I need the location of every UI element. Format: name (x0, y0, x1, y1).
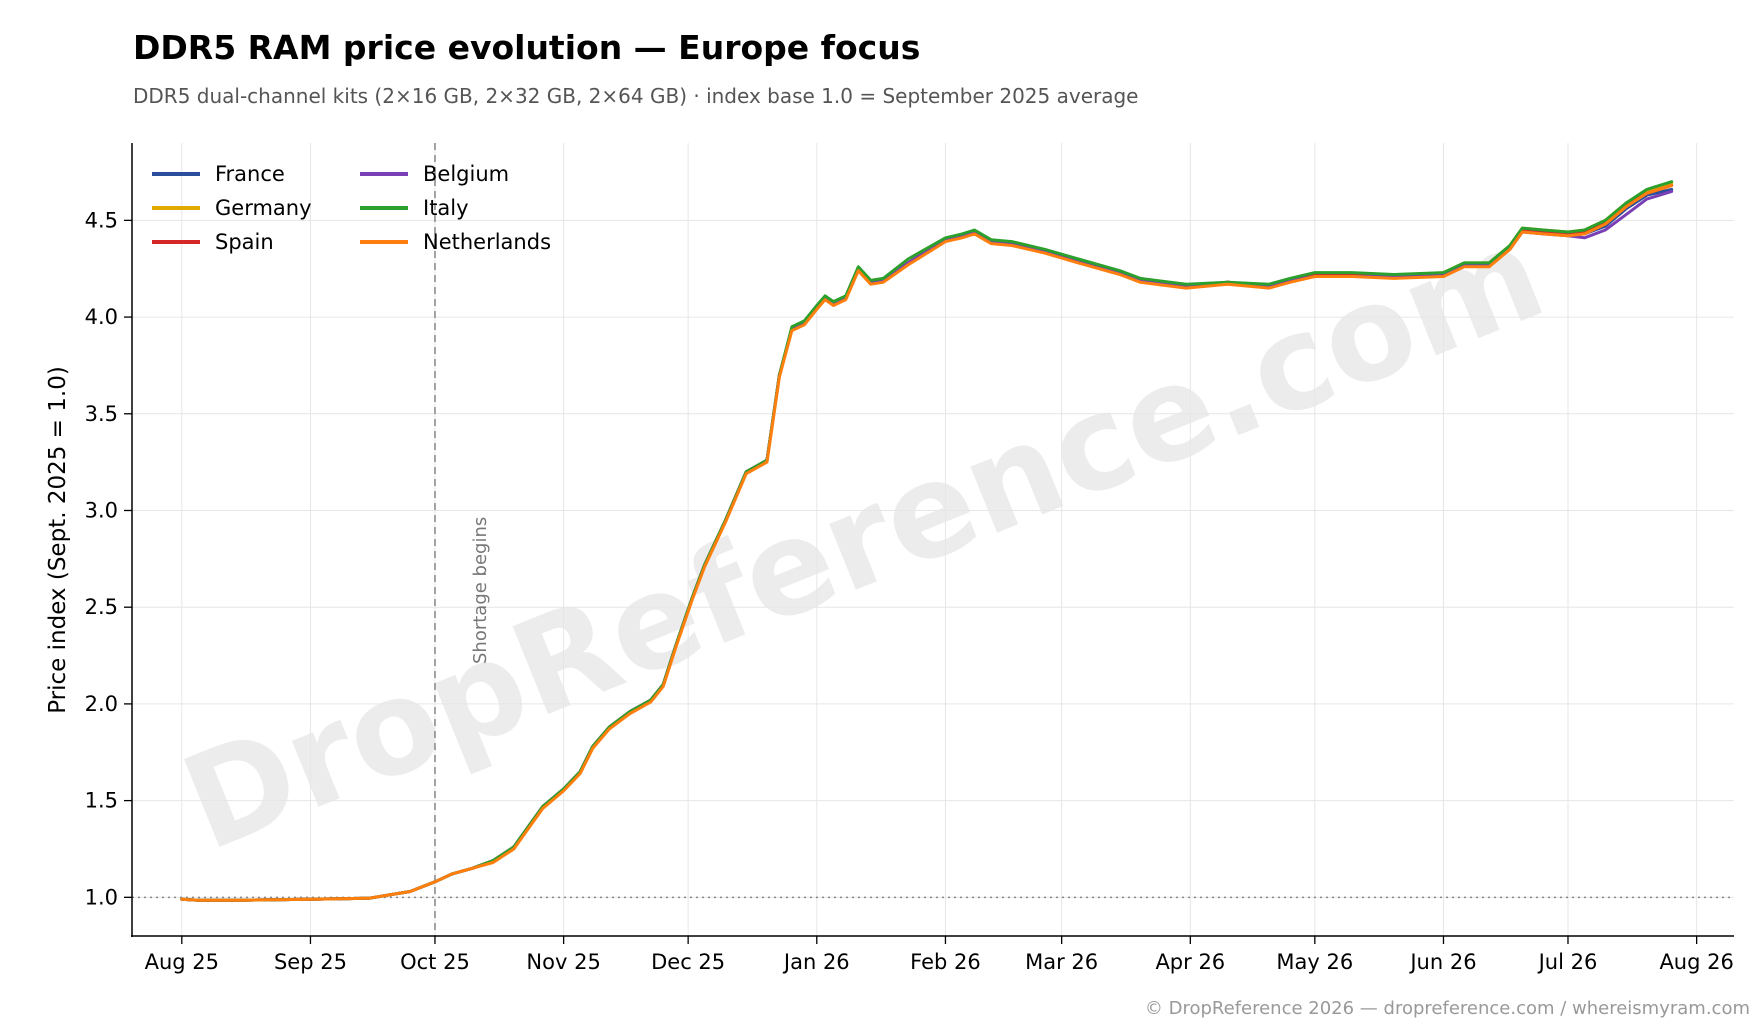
legend-label-france: France (215, 162, 285, 186)
y-axis-label: Price index (Sept. 2025 = 1.0) (45, 366, 71, 714)
y-tick-label: 3.5 (85, 402, 118, 426)
x-tick-label: Aug 25 (145, 950, 219, 974)
x-tick-label: Sep 25 (274, 950, 347, 974)
y-tick-label: 4.5 (85, 208, 118, 232)
x-tick-label: Jun 26 (1408, 950, 1476, 974)
x-tick-label: Dec 25 (651, 950, 725, 974)
copyright-notice: © DropReference 2026 — dropreference.com… (1144, 998, 1750, 1019)
x-tick-label: Jan 26 (782, 950, 850, 974)
x-tick-label: Aug 26 (1659, 950, 1733, 974)
grid-lines (132, 143, 1734, 936)
legend-label-belgium: Belgium (423, 162, 509, 186)
legend-label-netherlands: Netherlands (423, 230, 551, 254)
chart-title: DDR5 RAM price evolution — Europe focus (133, 28, 921, 67)
x-axis-ticks: Aug 25 Sep 25 Oct 25 Nov 25 Dec 25 Jan 26 Feb … (145, 936, 1734, 974)
y-tick-label: 1.0 (85, 885, 118, 909)
legend-label-germany: Germany (215, 196, 312, 220)
y-axis-ticks: 1.0 1.5 2.0 2.5 3.0 3.5 4.0 4.5 (85, 208, 132, 909)
reference-line-group: Shortage begins (132, 143, 1734, 936)
y-tick-label: 4.0 (85, 305, 118, 329)
axes (131, 143, 1734, 937)
x-tick-label: Jul 26 (1537, 950, 1598, 974)
x-tick-label: Oct 25 (400, 950, 470, 974)
watermark-text: DropReference.com (163, 196, 1563, 880)
shortage-begins-label: Shortage begins (470, 517, 491, 664)
legend-label-italy: Italy (423, 196, 469, 220)
x-tick-label: Apr 26 (1155, 950, 1225, 974)
y-tick-label: 2.0 (85, 692, 118, 716)
chart-subtitle: DDR5 dual-channel kits (2×16 GB, 2×32 GB… (133, 84, 1139, 108)
series-lines (180, 180, 1674, 902)
y-tick-label: 1.5 (85, 789, 118, 813)
x-tick-label: Mar 26 (1025, 950, 1098, 974)
legend: France Germany Spain Belgium Italy Netherland… (152, 162, 551, 254)
series-line-netherlands (180, 184, 1674, 902)
x-tick-label: May 26 (1276, 950, 1353, 974)
x-tick-label: Feb 26 (910, 950, 981, 974)
legend-label-spain: Spain (215, 230, 274, 254)
x-tick-label: Nov 25 (526, 950, 600, 974)
y-tick-label: 2.5 (85, 595, 118, 619)
y-tick-label: 3.0 (85, 498, 118, 522)
